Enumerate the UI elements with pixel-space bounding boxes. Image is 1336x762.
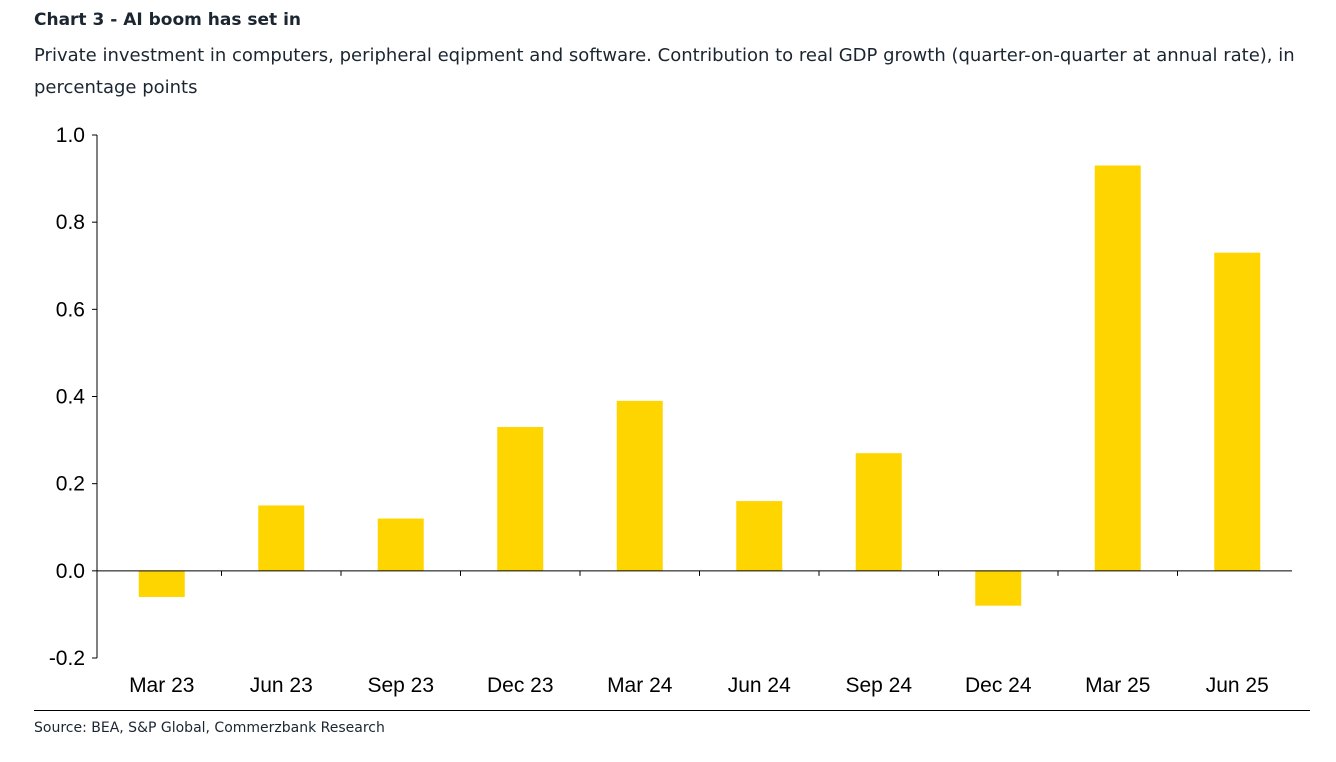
bar	[736, 501, 783, 571]
y-tick-label: 0.4	[56, 386, 86, 409]
x-tick-label: Mar 23	[129, 674, 194, 697]
bar	[855, 453, 902, 571]
x-tick-label: Jun 23	[250, 674, 313, 697]
x-tick-label: Jun 25	[1206, 674, 1269, 697]
y-tick-label: 0.0	[56, 560, 85, 583]
x-tick-label: Sep 23	[367, 674, 434, 697]
x-tick-label: Dec 24	[965, 674, 1032, 697]
y-tick-label: 1.0	[56, 124, 85, 147]
y-tick-label: -0.2	[49, 647, 85, 670]
x-tick-label: Jun 24	[728, 674, 791, 697]
y-axis: -0.2 0.0 0.2 0.4 0.6 0.8 1.0	[49, 124, 98, 670]
bar	[258, 505, 305, 571]
x-axis: Mar 23 Jun 23 Sep 23 Dec 23 Mar 24 Jun 24 Sep …	[97, 570, 1292, 697]
bar	[1214, 252, 1261, 571]
x-tick-label: Mar 24	[607, 674, 673, 697]
bar	[497, 427, 544, 571]
x-tick-label: Sep 24	[845, 674, 912, 697]
x-tick-label: Dec 23	[487, 674, 554, 697]
bar	[138, 570, 185, 597]
footer-divider	[34, 710, 1310, 711]
source-note: Source: BEA, S&P Global, Commerzbank Res…	[34, 720, 385, 736]
y-tick-label: 0.6	[56, 298, 85, 321]
chart-title: Chart 3 - AI boom has set in	[34, 10, 301, 30]
y-tick-label: 0.2	[56, 473, 85, 496]
x-tick-label: Mar 25	[1085, 674, 1150, 697]
y-tick-label: 0.8	[56, 211, 85, 234]
bar	[975, 570, 1022, 606]
bar	[616, 400, 663, 571]
chart-subtitle: Private investment in computers, periphe…	[34, 45, 1295, 98]
bar	[377, 518, 424, 571]
bar	[1094, 165, 1141, 571]
bar-series	[138, 165, 1261, 606]
